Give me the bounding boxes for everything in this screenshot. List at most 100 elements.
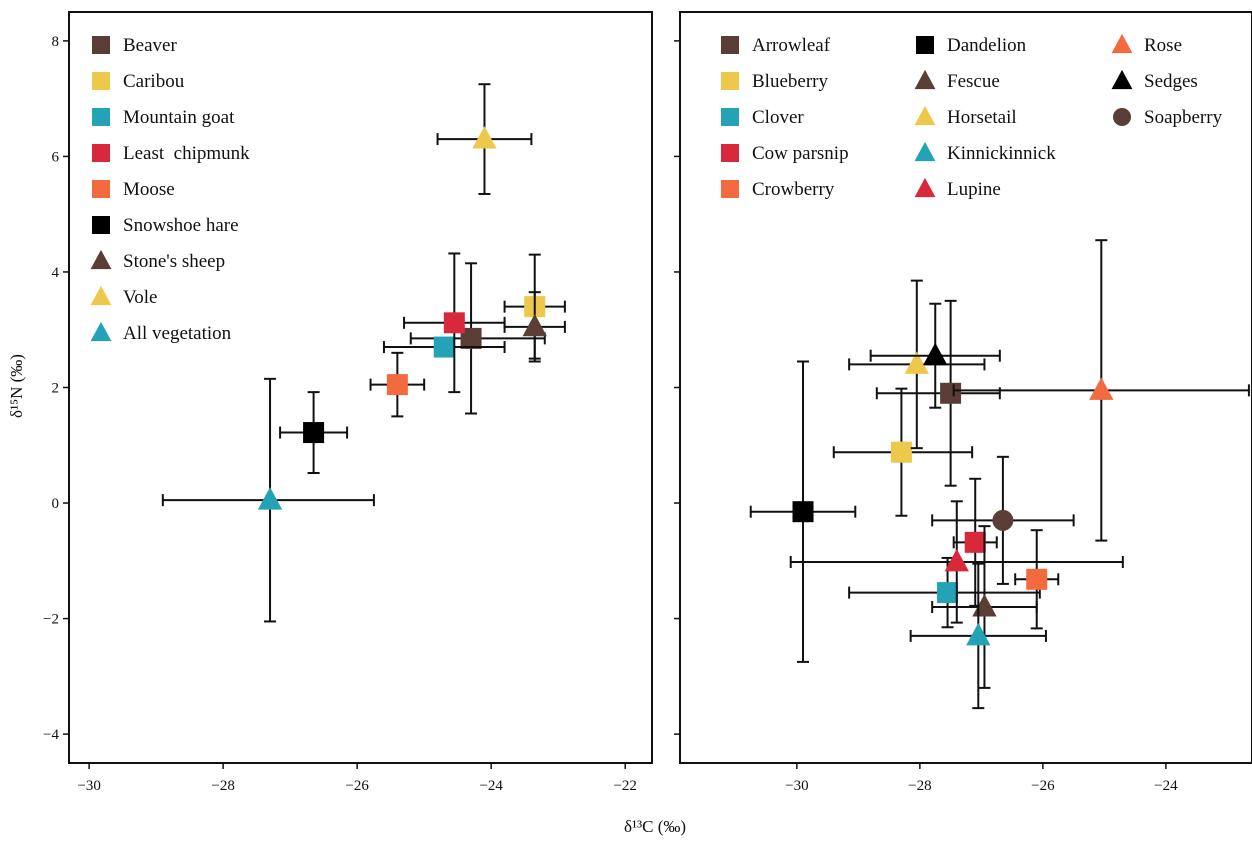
point-mountain-goat [382, 336, 506, 358]
marker-least-chipmunk [443, 312, 465, 334]
legend: Arrowleaf Blueberry Clover Cow parsnip Crowb… [721, 33, 1223, 200]
legend: Beaver Caribou Mountain goat Least chipmunk… [90, 35, 250, 344]
legend-label: Lupine [947, 179, 1001, 200]
legend-item-sedges: Sedges [1111, 69, 1198, 92]
legend-label: Moose [123, 179, 175, 200]
legend-marker [721, 180, 739, 198]
point-stone-s-sheep [503, 291, 566, 363]
legend-item-clover: Clover [721, 107, 804, 128]
legend-label: Beaver [123, 35, 177, 56]
legend-marker [1111, 69, 1133, 90]
y-tick-label: 4 [52, 265, 60, 281]
point-vole [436, 83, 533, 195]
legend-marker [1111, 33, 1133, 54]
legend-label: Cow parsnip [752, 143, 849, 164]
x-tick-label: −28 [908, 778, 931, 794]
legend-item-arrowleaf: Arrowleaf [721, 35, 831, 56]
legend-item-soapberry: Soapberry [1113, 107, 1223, 128]
marker-blueberry [890, 441, 912, 463]
y-tick-label: −2 [43, 612, 59, 628]
legend-label: Kinnickinnick [947, 143, 1056, 164]
y-tick-label: 8 [52, 34, 60, 50]
legend-label: Horsetail [947, 107, 1017, 128]
legend-item-cow-parsnip: Cow parsnip [721, 143, 849, 164]
marker-rose [1089, 377, 1114, 400]
legend-marker [721, 36, 739, 54]
marker-stone-s-sheep [522, 313, 547, 337]
legend-label: Blueberry [752, 71, 828, 92]
legend-marker [92, 180, 110, 198]
legend-item-caribou: Caribou [92, 71, 185, 92]
legend-label: Soapberry [1144, 107, 1223, 128]
marker-beaver [460, 327, 482, 349]
legend-item-dandelion: Dandelion [916, 35, 1027, 56]
legend-label: Snowshoe hare [123, 215, 239, 236]
x-tick-label: −22 [613, 778, 636, 794]
point-moose [369, 351, 426, 418]
legend-item-rose: Rose [1111, 33, 1182, 56]
marker-dandelion [792, 501, 814, 523]
legend-marker [916, 36, 934, 54]
marker-lupine [944, 548, 969, 572]
point-cow-parsnip [952, 477, 998, 607]
legend-marker [914, 105, 936, 126]
legend-item-vole: Vole [90, 285, 157, 308]
legend-item-fescue: Fescue [914, 69, 1000, 92]
marker-cow-parsnip [964, 531, 986, 553]
legend-marker [90, 249, 112, 270]
point-kinnickinnick [909, 562, 1047, 710]
legend-label: Dandelion [947, 35, 1027, 56]
legend-marker [90, 285, 112, 306]
legend-item-stone-s-sheep: Stone's sheep [90, 249, 225, 272]
marker-arrowleaf [940, 382, 962, 404]
y-axis-title: δ¹⁵N (‰) [7, 354, 26, 418]
point-lupine [789, 500, 1124, 624]
point-soapberry [931, 455, 1075, 585]
legend-item-horsetail: Horsetail [914, 105, 1017, 128]
legend-label: Vole [123, 287, 157, 308]
legend-item-mountain-goat: Mountain goat [92, 107, 235, 128]
legend-label: Least chipmunk [123, 143, 250, 164]
y-tick-label: 2 [52, 381, 60, 397]
legend-item-beaver: Beaver [92, 35, 177, 56]
point-horsetail [848, 279, 986, 450]
legend-label: Crowberry [752, 179, 835, 200]
point-fescue [931, 525, 1038, 689]
marker-vole [472, 126, 497, 149]
marker-all-vegetation [257, 487, 283, 510]
point-beaver [409, 262, 546, 415]
legend-label: Arrowleaf [752, 35, 831, 56]
marker-crowberry [1026, 568, 1048, 590]
x-axis-title: δ¹³C (‰) [624, 817, 686, 836]
marker-snowshoe-hare [303, 422, 325, 444]
legend-marker [721, 72, 739, 90]
legend-marker [1113, 108, 1131, 126]
point-rose [952, 239, 1250, 542]
legend-marker [92, 108, 110, 126]
y-tick-label: −4 [43, 727, 59, 743]
legend-label: Caribou [123, 71, 185, 92]
legend-marker [92, 144, 110, 162]
x-tick-label: −26 [1031, 778, 1055, 794]
x-tick-label: −30 [785, 778, 808, 794]
legend-marker [914, 69, 936, 90]
point-snowshoe-hare [279, 391, 349, 474]
legend-item-crowberry: Crowberry [721, 179, 835, 200]
marker-moose [386, 374, 408, 396]
legend-item-snowshoe-hare: Snowshoe hare [92, 215, 239, 236]
legend-item-least-chipmunk: Least chipmunk [92, 143, 250, 164]
x-tick-label: −28 [211, 778, 234, 794]
panel-plants: −30 −28 −26 −24 Arrowleaf Blueberry Clover Cow … [674, 11, 1252, 794]
marker-mountain-goat [433, 336, 455, 358]
point-sedges [869, 302, 1001, 409]
point-clover [848, 556, 1041, 629]
x-tick-label: −26 [345, 778, 369, 794]
point-least-chipmunk [403, 252, 506, 394]
legend-marker [92, 216, 110, 234]
legend-label: Rose [1144, 35, 1182, 56]
panel-animals: −30 −28 −26 −24 −22 −4 −2 0 2 4 6 8 Beaver Caribou Mou… [43, 11, 653, 794]
legend-marker [721, 144, 739, 162]
marker-clover [937, 582, 959, 604]
legend-label: Sedges [1144, 71, 1198, 92]
x-tick-label: −30 [77, 778, 100, 794]
